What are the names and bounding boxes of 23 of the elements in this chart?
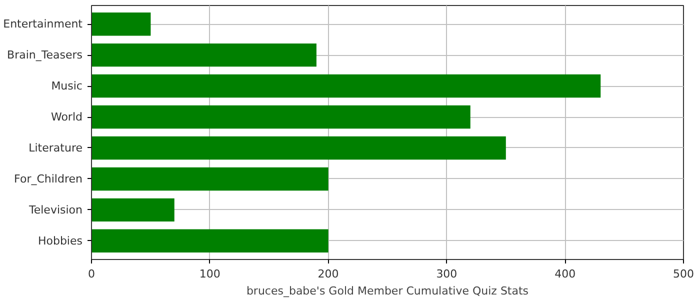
bar: [92, 198, 174, 222]
y-tick-label: Music: [51, 80, 83, 93]
bar: [92, 136, 506, 160]
y-tick-label: Entertainment: [3, 18, 84, 31]
y-tick-label: World: [50, 110, 83, 124]
x-tick-label: 0: [88, 268, 95, 280]
y-tick-label: Television: [28, 203, 83, 216]
y-tick-label: Literature: [28, 141, 83, 154]
x-tick-label: 100: [199, 268, 220, 280]
bar: [92, 229, 328, 253]
x-tick-label: 500: [673, 268, 694, 280]
bar: [92, 74, 601, 98]
bar: [92, 43, 316, 67]
y-tick-label: Hobbies: [38, 234, 83, 248]
x-tick-label: 200: [318, 268, 339, 280]
bar: [92, 167, 328, 191]
bar: [92, 12, 151, 36]
bar: [92, 105, 470, 129]
x-axis-title: bruces_babe's Gold Member Cumulative Quiz Stats: [246, 284, 529, 298]
y-tick-label: Brain_Teasers: [7, 48, 83, 62]
y-tick-label: For_Children: [14, 172, 83, 186]
x-tick-label: 300: [436, 268, 458, 280]
x-tick-label: 400: [554, 268, 576, 280]
